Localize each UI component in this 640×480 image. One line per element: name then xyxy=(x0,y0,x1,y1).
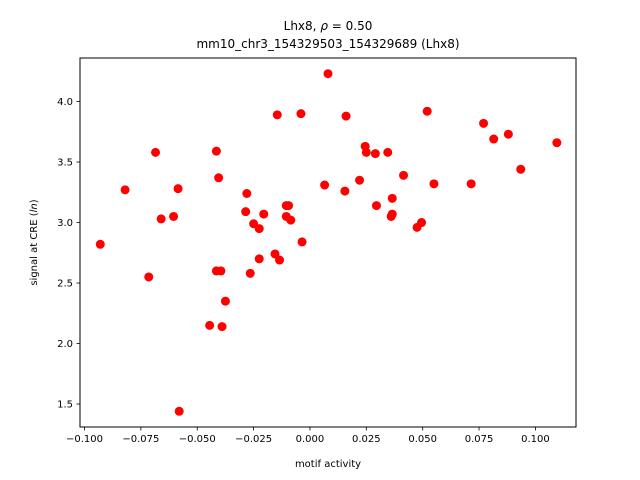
data-point xyxy=(245,268,255,278)
data-point xyxy=(429,179,439,189)
x-tick-label: −0.075 xyxy=(122,434,159,445)
data-point xyxy=(169,211,179,221)
data-point xyxy=(297,237,307,247)
chart-title: Lhx8, ρ = 0.50 xyxy=(284,19,373,33)
data-point xyxy=(370,149,380,159)
data-point xyxy=(296,109,306,119)
data-point xyxy=(371,201,381,211)
data-point xyxy=(156,214,166,224)
y-tick-label: 3.0 xyxy=(57,218,73,229)
data-point xyxy=(120,185,130,195)
x-tick-label: 0.075 xyxy=(465,434,494,445)
data-point xyxy=(205,320,215,330)
data-point xyxy=(383,147,393,157)
data-point xyxy=(144,272,154,282)
data-point xyxy=(242,189,252,198)
data-point xyxy=(259,209,269,219)
y-tick-label: 1.5 xyxy=(57,400,73,411)
data-point xyxy=(422,106,432,116)
x-tick-label: −0.050 xyxy=(179,434,216,445)
data-point xyxy=(275,255,285,265)
data-point xyxy=(214,173,224,183)
data-point xyxy=(399,170,409,180)
data-point xyxy=(417,218,427,228)
data-point xyxy=(286,215,296,225)
data-points xyxy=(95,69,562,416)
y-tick-label: 3.5 xyxy=(57,158,73,169)
data-point xyxy=(272,110,282,120)
data-point xyxy=(173,184,183,194)
data-point xyxy=(241,207,251,217)
y-tick-label: 2.5 xyxy=(57,279,73,290)
data-point xyxy=(361,147,371,157)
y-axis-label: signal at CRE (ln) xyxy=(29,199,40,285)
data-point xyxy=(503,129,513,139)
data-point xyxy=(95,239,105,249)
y-tick-label: 4.0 xyxy=(57,97,73,108)
data-point xyxy=(340,186,350,196)
data-point xyxy=(479,118,489,128)
plot-area xyxy=(79,57,577,428)
data-point xyxy=(320,180,330,190)
data-point xyxy=(552,138,562,148)
y-tick-label: 2.0 xyxy=(57,339,73,350)
data-point xyxy=(355,175,365,185)
data-point xyxy=(220,296,230,306)
x-tick-label: −0.025 xyxy=(235,434,272,445)
x-tick-label: 0.025 xyxy=(352,434,381,445)
data-point xyxy=(151,147,161,157)
chart-subtitle: mm10_chr3_154329503_154329689 (Lhx8) xyxy=(196,37,459,51)
data-point xyxy=(216,266,226,276)
data-point xyxy=(341,111,351,121)
y-axis-ticks: 1.5 2.0 2.5 3.0 3.5 4.0 xyxy=(57,97,80,411)
x-axis-label: motif activity xyxy=(295,459,361,470)
x-tick-label: 0.000 xyxy=(296,434,325,445)
data-point xyxy=(387,193,397,203)
data-point xyxy=(254,254,264,264)
data-point xyxy=(387,209,397,219)
axes-frame xyxy=(79,57,577,428)
x-tick-label: 0.050 xyxy=(408,434,437,445)
data-point xyxy=(174,406,184,416)
data-point xyxy=(217,322,227,332)
data-point xyxy=(284,201,294,211)
data-point xyxy=(489,134,499,144)
x-tick-label: 0.100 xyxy=(521,434,550,445)
data-point xyxy=(516,164,526,174)
data-point xyxy=(254,224,264,234)
data-point xyxy=(466,179,476,189)
data-point xyxy=(323,69,333,79)
x-axis-ticks: −0.100 −0.075 −0.050 −0.025 0.000 0.025 0.050 0… xyxy=(66,427,550,445)
x-tick-label: −0.100 xyxy=(66,434,103,445)
data-point xyxy=(211,146,221,156)
